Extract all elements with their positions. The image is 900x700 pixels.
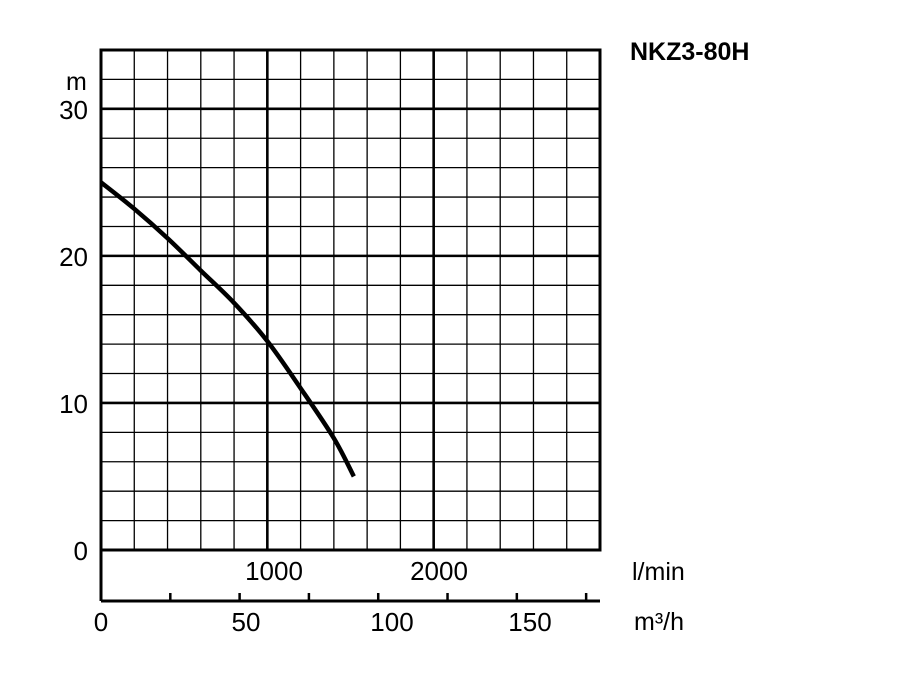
x-axis-unit-lmin: l/min	[632, 558, 685, 586]
y-tick-label-0: 0	[74, 536, 88, 566]
x-tick-label-150-m3h: 150	[508, 607, 551, 637]
chart-title: NKZ3-80H	[630, 38, 749, 66]
x-tick-label-2000-lmin: 2000	[410, 556, 468, 586]
x-tick-label-100-m3h: 100	[370, 607, 413, 637]
y-axis-unit-label: m	[66, 68, 87, 96]
x-tick-label-50-m3h: 50	[232, 607, 261, 637]
x-tick-label-1000-lmin: 1000	[245, 556, 303, 586]
pump-curve-line-0	[99, 180, 356, 478]
x-tick-label-0-m3h: 0	[94, 607, 108, 637]
y-tick-label-30: 30	[59, 95, 88, 125]
plot-border	[99, 48, 602, 552]
grid	[101, 50, 600, 550]
x-axis-unit-m3h: m³/h	[634, 608, 684, 636]
plot-frame	[99, 48, 602, 603]
y-tick-label-20: 20	[59, 242, 88, 272]
axis-labels: NKZ3-80H m l/min m³/h 0 10 20 30 1000 20…	[59, 38, 749, 637]
pump-curve	[99, 180, 356, 478]
y-tick-label-10: 10	[59, 389, 88, 419]
